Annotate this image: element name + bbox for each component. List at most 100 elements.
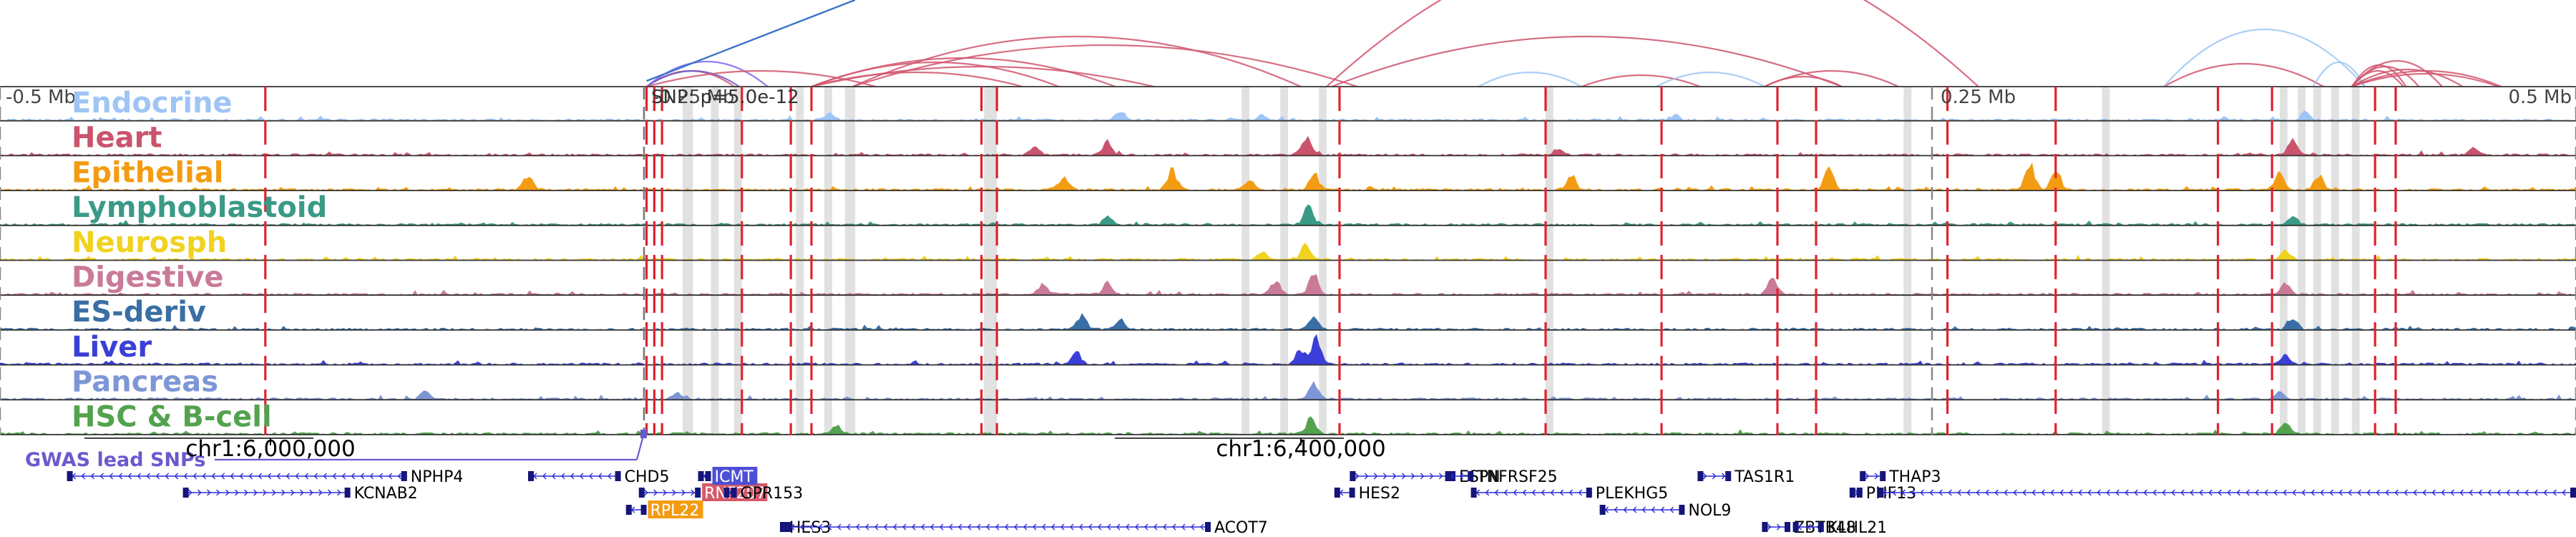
loop-12 (1478, 72, 1582, 87)
gene-kcnab2-exon-end (344, 488, 351, 498)
gene-thap3-exon-end (1880, 471, 1886, 481)
gene-nphp4-exon-start (67, 471, 73, 481)
gene-gpr153-exon-start (723, 488, 730, 498)
loop-7 (811, 65, 1155, 88)
gwas-label: GWAS lead SNPs (25, 449, 205, 471)
loop-26 (2351, 59, 2443, 87)
gene-chd5-exon-end (615, 471, 621, 481)
gene-phf13: PHF13 (1849, 485, 1916, 503)
gray-band-8 (1280, 87, 1288, 435)
gray-band-11 (1903, 87, 1912, 435)
gene-klhl21-exon-end (1818, 522, 1824, 532)
gene-hes3-label: HES3 (789, 519, 831, 537)
signal-endocrine (0, 110, 2576, 121)
gray-band-1 (711, 87, 719, 435)
gene-tnfrsf25-exon-end (1468, 471, 1474, 481)
track-label-pancreas: Pancreas (72, 366, 218, 399)
gene-hes2-label: HES2 (1359, 485, 1400, 503)
loop-21 (2351, 72, 2499, 88)
gene-zbtb48-exon-start (1762, 522, 1768, 532)
gene-tnfrsf25: TNFRSF25 (1445, 468, 1558, 486)
gene-chd5-label: CHD5 (625, 468, 670, 486)
gene-rpl22: RPL22 (625, 500, 703, 520)
gray-band-14 (2298, 87, 2306, 435)
gene-kcnab2: KCNAB2 (182, 485, 418, 503)
loop-13 (1581, 74, 1701, 88)
loop-3 (646, 69, 877, 88)
gene-plekhg5-exon-end (1586, 488, 1592, 498)
loop-10 (1326, 0, 1979, 87)
coord-label-0: chr1:6,000,000 (185, 436, 355, 462)
gene-zbtb48: ZBTB48 (1762, 519, 1856, 537)
gene-nol9-exon-end (1679, 505, 1685, 515)
gene-gpr153: GPR153 (723, 485, 804, 503)
loop-17 (2163, 62, 2324, 87)
gene-espn-exon-start (1350, 471, 1356, 481)
gene-rnf207-exon-start (638, 488, 645, 498)
gene-hes2-exon-start (1334, 488, 1340, 498)
gene-thap3-exon-start (1860, 471, 1866, 481)
gene-hes3: HES3 (780, 519, 831, 537)
gene-tnfrsf25-exon-start (1445, 471, 1451, 481)
gene-nol9-exon-start (1599, 505, 1606, 515)
gray-band-4 (824, 87, 832, 435)
gene-acot7: ACOT7 (786, 519, 1268, 537)
track-label-digestive: Digestive (72, 261, 224, 294)
gene-thap3-strand (1865, 473, 1879, 480)
gene-klhl21-exon-start (1792, 522, 1799, 532)
loop-11 (1331, 35, 1843, 88)
gray-band-2 (734, 87, 742, 435)
gene-nphp4-exon-end (401, 471, 407, 481)
gene-phf13-exon-end (1856, 488, 1863, 498)
gene-chd5: CHD5 (528, 468, 669, 486)
loop-16 (1764, 76, 1843, 87)
gray-band-13 (2280, 87, 2288, 435)
gene-espn-label: ESPN (1459, 468, 1501, 486)
gray-band-9 (1319, 87, 1327, 435)
gene-tas1r1: TAS1R1 (1697, 468, 1795, 486)
loop-8 (852, 35, 1302, 88)
gene-nol9: NOL9 (1599, 502, 1731, 520)
gene-tas1r1-exon-start (1697, 471, 1704, 481)
gene-hes2: HES2 (1334, 485, 1400, 503)
gene-gpr153-label: GPR153 (741, 485, 804, 503)
coord-label-1: chr1:6,400,000 (1216, 436, 1385, 462)
loop-18 (2163, 28, 2366, 87)
gene-tnfrsf25-label: TNFRSF25 (1476, 468, 1557, 486)
gene-nol9-label: NOL9 (1688, 502, 1731, 520)
axis-tick-label-0: -0.5 Mb (6, 87, 76, 108)
axis: -0.5 Mb -0.25 Mb 0.25 Mb 0.5 Mb SNP: p=5.0e-… (0, 87, 2576, 435)
track-label-endocrine: Endocrine (72, 87, 233, 120)
gene-acot7-label: ACOT7 (1214, 519, 1268, 537)
gray-band-17 (2351, 87, 2360, 435)
gene-espn-strand (1355, 473, 1453, 480)
gene-chd5-exon-start (528, 471, 534, 481)
gene-acot7-exon-end (1205, 522, 1211, 532)
track-label-hsc-b-cell: HSC & B-cell (72, 400, 272, 433)
signal-tracks (0, 86, 2576, 435)
gene-plekhg5-exon-start (1470, 488, 1477, 498)
gene-rpl22-exon-end (640, 505, 647, 515)
gray-band-7 (1241, 87, 1249, 435)
gray-band-0 (683, 87, 693, 435)
gene-icmt-highlight (712, 467, 758, 485)
gene-icmt-exon-start (698, 471, 704, 481)
gene-unnamed-19-exon-end (2570, 488, 2576, 498)
gene-klhl21-label: KLHL21 (1828, 519, 1887, 537)
gene-gpr153-exon-end (731, 488, 737, 498)
snp-pvalue-label: SNP: p=5.0e-12 (651, 87, 799, 108)
track-label-neurosph: Neurosph (72, 226, 227, 259)
chromatin-loops (645, 0, 2502, 88)
gene-tas1r1-exon-end (1725, 471, 1732, 481)
gene-tas1r1-strand (1702, 473, 1726, 480)
gene-rpl22-exon-start (625, 505, 632, 515)
loop-1 (645, 70, 740, 87)
gene-plekhg5: PLEKHG5 (1470, 485, 1668, 503)
gene-zbtb48-exon-end (1785, 522, 1790, 532)
gene-acot7-exon-start (786, 522, 791, 532)
axis-tick-label-3: 0.5 Mb (2508, 87, 2572, 108)
axis-tick-label-1: -0.25 Mb (653, 87, 734, 108)
gray-band-3 (796, 87, 804, 435)
